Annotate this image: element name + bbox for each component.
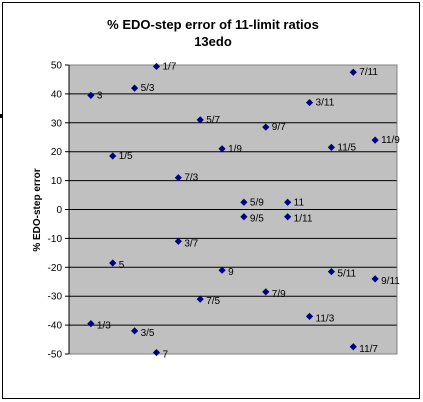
data-label: 5/11 (337, 269, 356, 280)
data-label: 5/7 (206, 115, 220, 126)
data-label: 5/9 (250, 197, 264, 208)
y-tick-label: -40 (48, 321, 63, 332)
y-tick-label: 10 (51, 176, 63, 187)
data-point (240, 213, 248, 221)
data-point (174, 237, 182, 245)
data-point (327, 143, 335, 151)
data-point (196, 295, 204, 303)
data-point (371, 136, 379, 144)
data-label: 7/5 (206, 296, 220, 307)
data-point (240, 198, 248, 206)
edge-tick-mark (0, 114, 2, 118)
data-point (109, 152, 117, 160)
data-label: 11/3 (316, 313, 335, 324)
data-point (349, 68, 357, 76)
data-label: 3 (97, 90, 103, 101)
chart-title: % EDO-step error of 11-limit ratios (107, 17, 319, 32)
data-label: 9/7 (272, 122, 286, 133)
y-tick-label: -10 (48, 234, 63, 245)
data-point (196, 116, 204, 124)
data-label: 1/3 (97, 321, 111, 332)
data-point (109, 259, 117, 267)
data-label: 11/5 (337, 142, 356, 153)
data-label: 1/9 (228, 144, 242, 155)
data-point (305, 98, 314, 107)
data-label: 7/11 (359, 67, 378, 78)
data-label: 9/5 (250, 214, 264, 225)
data-label: 1/7 (162, 61, 176, 72)
y-tick-label: -30 (48, 292, 63, 303)
data-label: 7 (162, 350, 168, 361)
y-axis-title: % EDO-step error (32, 168, 43, 251)
data-point (305, 312, 314, 321)
data-point (262, 288, 270, 296)
data-point (218, 145, 226, 153)
data-point (262, 123, 270, 131)
plot-area: 50 40 30 20 10 0 -10 -20 -30 -40 -50 3 1/3 1/5 5 5/3 3/5… (48, 61, 401, 361)
y-tick-label: 20 (51, 147, 63, 158)
data-point (284, 198, 292, 206)
data-point (131, 327, 139, 335)
data-point (174, 174, 182, 182)
data-label: 3/5 (141, 328, 155, 339)
y-tick-label: 0 (56, 205, 62, 216)
data-label: 11/7 (359, 344, 378, 355)
data-label: 9 (228, 267, 234, 278)
data-label: 3/11 (316, 98, 335, 109)
data-label: 5 (119, 260, 125, 271)
y-tick-label: 40 (51, 89, 63, 100)
data-label: 1/11 (294, 214, 313, 225)
data-label: 7/9 (272, 289, 286, 300)
chart-subtitle: 13edo (194, 34, 232, 49)
data-point (152, 62, 161, 71)
data-point (327, 268, 335, 276)
data-point (87, 91, 95, 99)
data-point (152, 348, 161, 357)
data-point (371, 275, 379, 283)
y-tick-label: -50 (48, 350, 63, 361)
data-point (349, 343, 357, 351)
data-label: 7/3 (184, 173, 198, 184)
data-label: 11 (294, 197, 305, 208)
y-tick-label: 30 (51, 118, 63, 129)
data-label: 3/7 (184, 238, 198, 249)
data-point (87, 320, 95, 328)
data-label: 5/3 (141, 83, 155, 94)
data-label: 1/5 (119, 151, 133, 162)
data-label: 11/9 (381, 135, 400, 146)
data-label: 9/11 (381, 276, 400, 287)
data-point (218, 266, 226, 274)
y-tick-label: -20 (48, 263, 63, 274)
data-point (131, 84, 139, 92)
y-tick-label: 50 (51, 61, 63, 72)
data-point (284, 213, 292, 221)
